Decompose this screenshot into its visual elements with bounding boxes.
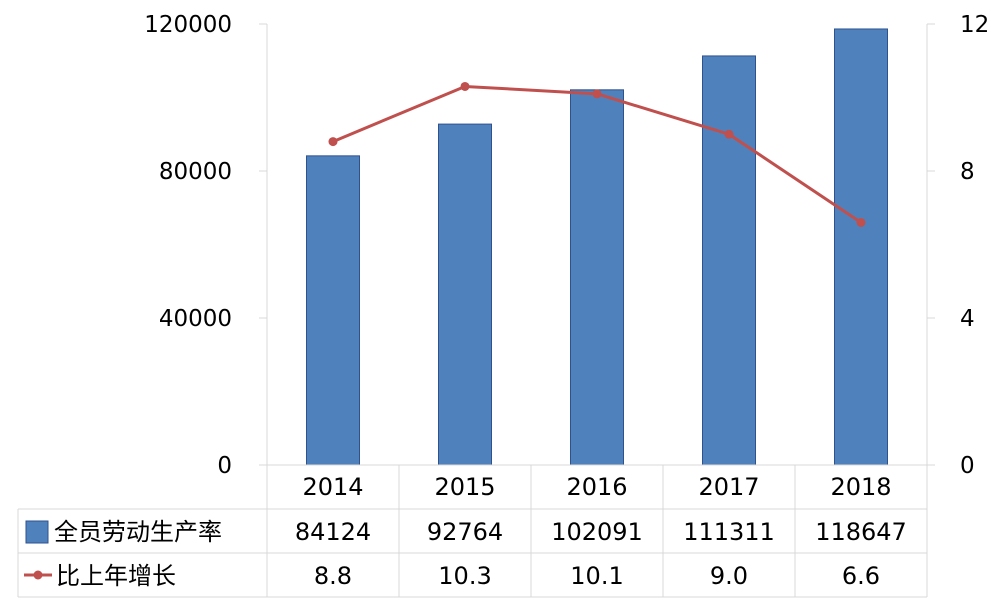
growth-point-2015 — [460, 81, 470, 91]
category-label: 2014 — [302, 473, 363, 501]
left-tick-label: 0 — [217, 453, 232, 479]
data-table: 2014 2015 2016 2017 2018 全员劳动生产率 84124 92764 102… — [17, 464, 928, 598]
bar-value-label: 84124 — [295, 518, 371, 546]
legend-line-label: 比上年增长 — [56, 562, 176, 590]
bar-2018 — [834, 28, 888, 466]
growth-value-label: 10.3 — [438, 562, 491, 590]
growth-point-2016 — [592, 89, 602, 99]
growth-point-2018 — [856, 217, 866, 227]
left-tick-label: 80000 — [159, 159, 232, 185]
bars — [306, 28, 888, 466]
legend-bar-label: 全员劳动生产率 — [54, 518, 222, 546]
category-label: 2018 — [830, 473, 891, 501]
growth-point-2017 — [724, 129, 734, 139]
legend-line-marker — [33, 570, 43, 580]
bar-2014 — [306, 155, 360, 466]
category-label: 2015 — [434, 473, 495, 501]
category-label: 2017 — [698, 473, 759, 501]
growth-value-label: 6.6 — [842, 562, 880, 590]
bar-value-label: 102091 — [551, 518, 643, 546]
right-tick-label: 12 — [960, 12, 989, 38]
bar-value-label: 118647 — [815, 518, 907, 546]
growth-value-label: 10.1 — [570, 562, 623, 590]
bar-2017 — [702, 55, 756, 466]
bar-value-label: 92764 — [427, 518, 503, 546]
axes: 0 40000 80000 120000 0 4 8 12 — [144, 12, 989, 479]
growth-value-label: 9.0 — [710, 562, 748, 590]
bar-value-label: 111311 — [683, 518, 775, 546]
bar-2016 — [570, 89, 624, 466]
right-tick-label: 4 — [960, 306, 975, 332]
growth-line — [328, 81, 866, 227]
growth-point-2014 — [328, 137, 338, 147]
legend-bar-swatch — [25, 520, 49, 544]
growth-value-label: 8.8 — [314, 562, 352, 590]
bar-2015 — [438, 123, 492, 466]
left-tick-label: 40000 — [159, 306, 232, 332]
category-label: 2016 — [566, 473, 627, 501]
right-tick-label: 0 — [960, 453, 975, 479]
left-tick-label: 120000 — [144, 12, 232, 38]
right-tick-label: 8 — [960, 159, 975, 185]
